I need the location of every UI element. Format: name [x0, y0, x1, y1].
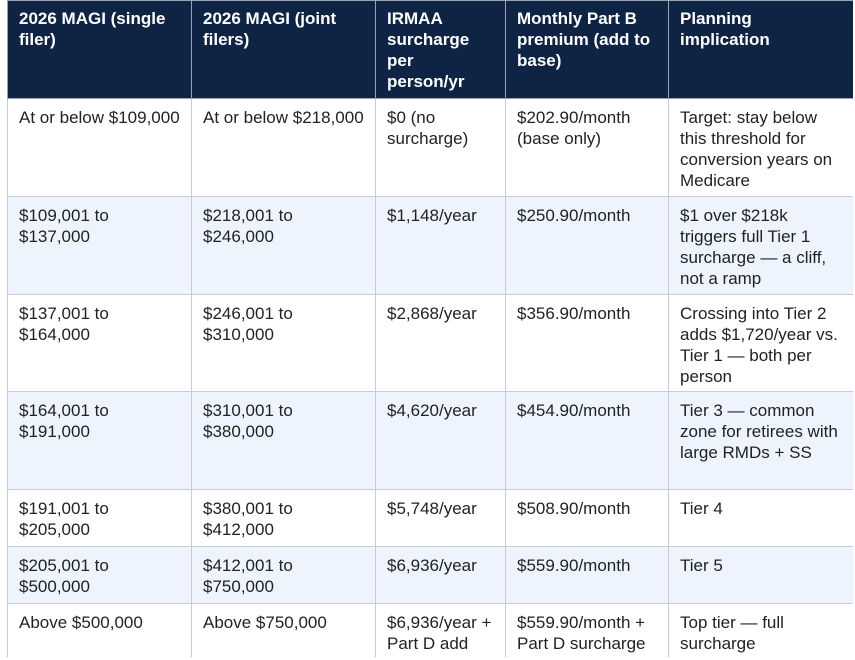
table-cell: Tier 4	[668, 489, 853, 547]
table-cell: $246,001 to $310,000	[191, 294, 376, 392]
table-cell: $1 over $218k triggers full Tier 1 surch…	[668, 196, 853, 295]
table-cell: Above $750,000	[191, 603, 376, 657]
table-cell: $559.90/month + Part D surcharge	[505, 603, 669, 657]
table-cell: Top tier — full surcharge	[668, 603, 853, 657]
table-cell: $380,001 to $412,000	[191, 489, 376, 547]
table-cell: $2,868/year	[375, 294, 506, 392]
table-cell: At or below $109,000	[7, 98, 192, 197]
table-cell: Crossing into Tier 2 adds $1,720/year vs…	[668, 294, 853, 392]
table-cell: $559.90/month	[505, 546, 669, 604]
table-cell: $5,748/year	[375, 489, 506, 547]
table-container: 2026 MAGI (single filer) 2026 MAGI (joint…	[7, 0, 853, 657]
table-row: Above $500,000 Above $750,000 $6,936/year …	[7, 603, 853, 657]
table-row: $109,001 to $137,000 $218,001 to $246,000…	[7, 196, 853, 295]
table-cell: $109,001 to $137,000	[7, 196, 192, 295]
table-row: $205,001 to $500,000 $412,001 to $750,000…	[7, 546, 853, 604]
column-header: Planning implication	[668, 0, 853, 99]
table-cell: $412,001 to $750,000	[191, 546, 376, 604]
column-header: 2026 MAGI (joint filers)	[191, 0, 376, 99]
table-cell: $202.90/month (base only)	[505, 98, 669, 197]
column-header: IRMAA surcharge per person/yr	[375, 0, 506, 99]
column-header: 2026 MAGI (single filer)	[7, 0, 192, 99]
table-row: $137,001 to $164,000 $246,001 to $310,000…	[7, 294, 853, 392]
table-cell: $454.90/month	[505, 391, 669, 490]
table-cell: $250.90/month	[505, 196, 669, 295]
table-row: $164,001 to $191,000 $310,001 to $380,000…	[7, 391, 853, 490]
table-cell: Tier 3 — common zone for retirees with l…	[668, 391, 853, 490]
table-cell: At or below $218,000	[191, 98, 376, 197]
table-row: $191,001 to $205,000 $380,001 to $412,000…	[7, 489, 853, 547]
table-cell: $4,620/year	[375, 391, 506, 490]
table-cell: $6,936/year + Part D add	[375, 603, 506, 657]
table-cell: Tier 5	[668, 546, 853, 604]
irmaa-table: 2026 MAGI (single filer) 2026 MAGI (joint…	[7, 0, 853, 657]
table-cell: $137,001 to $164,000	[7, 294, 192, 392]
table-cell: $310,001 to $380,000	[191, 391, 376, 490]
table-cell: $0 (no surcharge)	[375, 98, 506, 197]
header-row: 2026 MAGI (single filer) 2026 MAGI (joint…	[7, 0, 853, 99]
table-cell: $164,001 to $191,000	[7, 391, 192, 490]
column-header: Monthly Part B premium (add to base)	[505, 0, 669, 99]
table-cell: $6,936/year	[375, 546, 506, 604]
table-cell: $356.90/month	[505, 294, 669, 392]
table-cell: Target: stay below this threshold for co…	[668, 98, 853, 197]
table-cell: $205,001 to $500,000	[7, 546, 192, 604]
table-cell: $191,001 to $205,000	[7, 489, 192, 547]
table-cell: $508.90/month	[505, 489, 669, 547]
table-cell: Above $500,000	[7, 603, 192, 657]
table-cell: $1,148/year	[375, 196, 506, 295]
table-row: At or below $109,000 At or below $218,000…	[7, 98, 853, 197]
table-cell: $218,001 to $246,000	[191, 196, 376, 295]
